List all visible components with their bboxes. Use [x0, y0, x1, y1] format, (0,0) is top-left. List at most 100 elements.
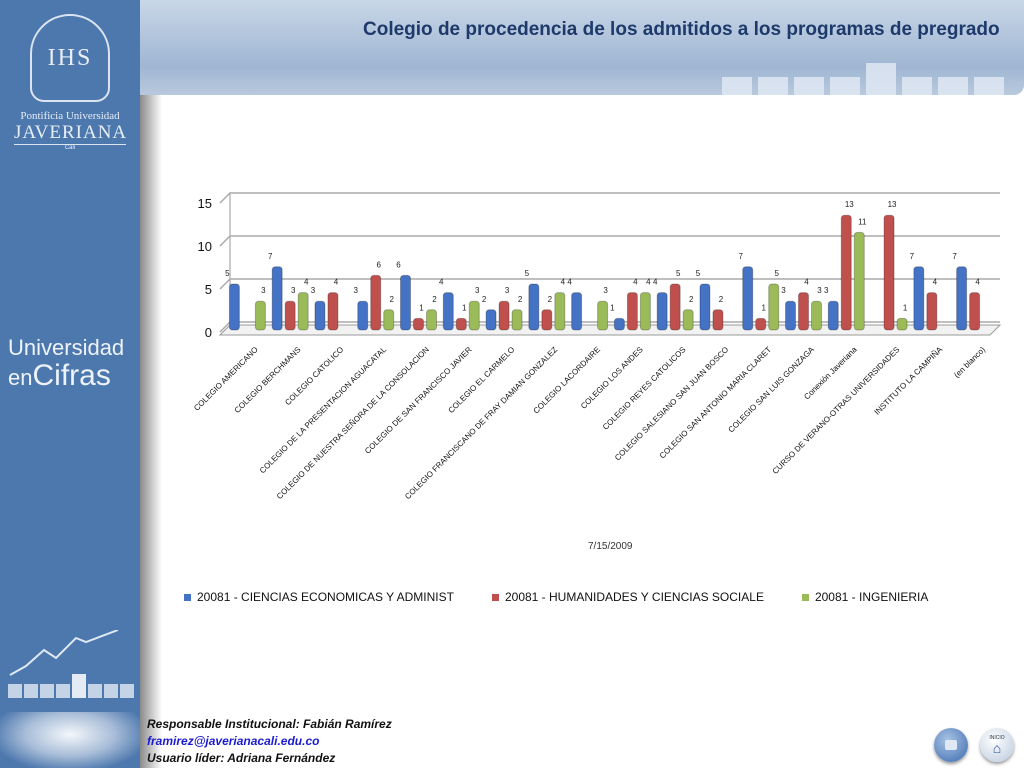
logo-line1: Pontificia Universidad [20, 110, 120, 122]
data-label: 4 [653, 278, 658, 287]
email-link[interactable]: framirez@javerianacali.edu.co [147, 734, 320, 748]
bar [554, 292, 566, 331]
bar [785, 300, 796, 331]
logo-line3: Cali [64, 145, 76, 151]
data-label: 3 [291, 286, 296, 295]
data-label: 4 [646, 278, 651, 287]
bar [528, 283, 540, 331]
data-label: 4 [633, 278, 638, 287]
bar [811, 300, 822, 331]
home-label: INICIO [989, 735, 1005, 741]
bar [327, 292, 339, 331]
data-label: 2 [389, 295, 394, 304]
bar [913, 266, 925, 331]
bar [969, 292, 981, 331]
footer-credits: Responsable Institucional: Fabián Ramíre… [147, 716, 392, 767]
bar [357, 300, 369, 331]
bar [956, 266, 968, 331]
bar [768, 283, 780, 331]
data-label: 7 [738, 252, 743, 261]
bar [571, 292, 583, 331]
brand-line1: Universidad [8, 335, 125, 360]
x-tick-label: COLEGIO FRANCISCANO DE FRAY DAMIAN GONZA… [403, 345, 559, 501]
data-label: 5 [525, 269, 530, 278]
bar [682, 309, 694, 331]
y-tick-label: 0 [205, 325, 212, 340]
logo-line2: JAVERIANA [14, 122, 128, 145]
data-label: 6 [396, 260, 401, 269]
data-label: 2 [432, 295, 437, 304]
bar [468, 300, 480, 331]
crest-icon: IHS [30, 14, 110, 102]
brand-big: Cifras [32, 359, 111, 392]
x-axis-label: 7/15/2009 [588, 541, 633, 552]
data-label: 3 [353, 286, 358, 295]
data-label: 2 [518, 295, 523, 304]
legend-item: 20081 - CIENCIAS ECONOMICAS Y ADMINIST [184, 590, 454, 604]
data-label: 1 [462, 303, 467, 312]
legend-swatch [184, 593, 191, 601]
data-label: 3 [603, 286, 608, 295]
bar [699, 283, 711, 331]
data-label: 2 [719, 295, 724, 304]
bar [400, 274, 411, 331]
bar [498, 300, 510, 331]
data-label: 5 [225, 269, 230, 278]
header-banner [140, 0, 1024, 95]
bar [669, 283, 681, 331]
x-tick-label: (en blanco) [952, 345, 987, 380]
globe-image [0, 712, 140, 768]
x-tick-label: COLEGIO SAN LUIS GONZAGA [727, 345, 817, 435]
data-label: 2 [548, 295, 553, 304]
bar [883, 214, 895, 331]
bar [712, 309, 724, 331]
bar [896, 317, 908, 331]
bar [626, 292, 638, 331]
bar [742, 266, 754, 331]
data-label: 6 [376, 260, 381, 269]
data-label: 13 [845, 200, 854, 209]
bar [613, 317, 625, 331]
bar [485, 309, 497, 331]
data-label: 3 [505, 286, 510, 295]
bar [511, 309, 523, 331]
y-tick-label: 15 [198, 196, 212, 211]
data-label: 5 [774, 269, 779, 278]
back-button[interactable] [934, 728, 968, 762]
data-label: 2 [689, 295, 694, 304]
data-label: 1 [419, 303, 424, 312]
data-label: 4 [567, 278, 572, 287]
bar [798, 292, 809, 331]
bar [541, 309, 553, 331]
gridline [219, 235, 1000, 247]
responsible-text: Responsable Institucional: Fabián Ramíre… [147, 717, 392, 731]
y-tick-label: 5 [205, 282, 212, 297]
university-logo: IHS Pontificia Universidad JAVERIANA Cal… [14, 14, 126, 154]
bar [597, 300, 609, 331]
data-label: 4 [439, 278, 444, 287]
home-button[interactable]: INICIO ⌂ [980, 728, 1014, 762]
data-label: 11 [858, 217, 867, 226]
bar [383, 309, 395, 331]
data-label: 3 [824, 286, 829, 295]
data-label: 1 [903, 303, 908, 312]
legend-item: 20081 - INGENIERIA [801, 590, 928, 604]
data-label: 3 [781, 286, 786, 295]
bar [314, 300, 326, 331]
data-label: 5 [696, 269, 701, 278]
data-label: 4 [804, 278, 809, 287]
bar [656, 292, 668, 331]
bar [413, 317, 424, 331]
bar [755, 317, 767, 331]
data-label: 4 [975, 278, 980, 287]
data-label: 3 [311, 286, 316, 295]
brand-universidad-en-cifras: Universidad enCifras [8, 334, 124, 392]
data-label: 2 [482, 295, 487, 304]
bar [926, 292, 938, 331]
bar [639, 292, 651, 331]
y-tick-label: 10 [198, 239, 212, 254]
data-label: 4 [304, 278, 309, 287]
page-title: Colegio de procedencia de los admitidos … [363, 19, 1000, 40]
chart-legend: 20081 - CIENCIAS ECONOMICAS Y ADMINIST 20… [184, 590, 928, 604]
